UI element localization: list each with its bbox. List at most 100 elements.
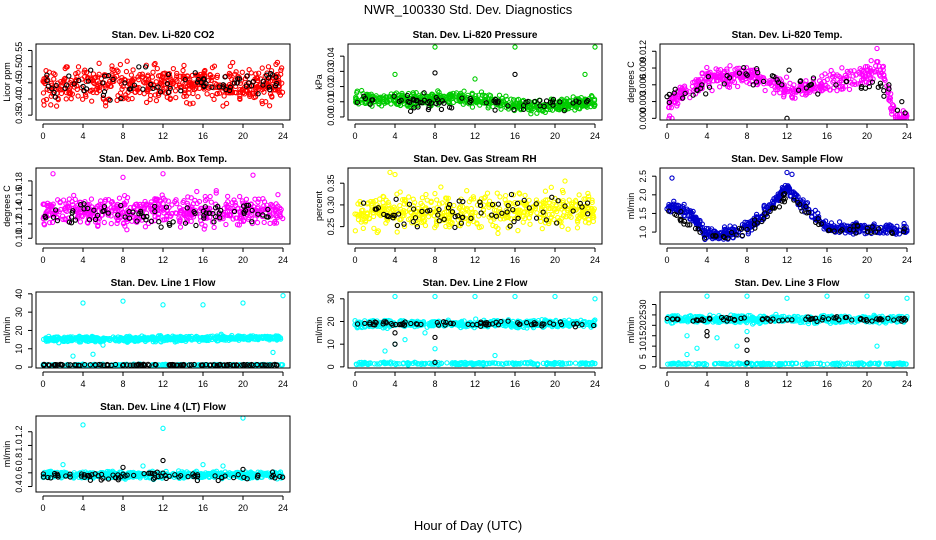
data-point	[685, 222, 691, 228]
data-point	[503, 93, 509, 99]
data-point	[381, 205, 387, 211]
data-point	[216, 84, 222, 90]
data-point	[239, 198, 245, 204]
x-tick-label: 24	[902, 255, 912, 265]
data-point	[134, 85, 140, 92]
data-point	[867, 75, 874, 81]
data-point	[159, 74, 166, 80]
data-point	[411, 105, 417, 111]
data-point	[164, 212, 170, 219]
data-point	[203, 336, 210, 342]
data-point	[423, 191, 429, 198]
data-point	[436, 206, 442, 213]
data-point	[869, 79, 876, 85]
data-point	[478, 210, 484, 216]
figure-x-axis-label: Hour of Day (UTC)	[414, 518, 522, 533]
data-point	[181, 93, 187, 100]
data-point	[114, 220, 120, 227]
data-point	[877, 80, 884, 86]
x-tick-label: 16	[822, 131, 832, 141]
data-point	[269, 202, 275, 208]
y-tick-label: 0.003	[638, 90, 648, 113]
data-point	[170, 66, 177, 72]
x-tick-label: 16	[510, 255, 520, 265]
data-point	[855, 81, 861, 87]
data-point	[195, 76, 201, 83]
data-point	[358, 210, 365, 217]
data-point	[520, 213, 526, 220]
data-point	[797, 78, 804, 84]
data-point	[502, 192, 509, 199]
y-axis-label: ml/min	[314, 317, 324, 344]
data-point	[710, 233, 716, 239]
data-point	[207, 362, 213, 368]
data-point	[160, 302, 166, 308]
data-point	[167, 213, 173, 219]
data-point	[235, 73, 241, 80]
data-point	[436, 201, 443, 207]
data-point	[779, 82, 785, 88]
y-tick-label: 0.25	[326, 218, 336, 236]
data-point	[213, 336, 219, 343]
data-point	[427, 207, 433, 213]
data-point	[671, 204, 677, 210]
data-point	[232, 200, 238, 206]
data-point	[355, 201, 361, 207]
data-point	[81, 201, 87, 207]
data-point	[727, 63, 733, 69]
data-point	[164, 81, 171, 87]
data-point	[211, 219, 217, 225]
data-point	[563, 102, 569, 109]
data-point	[867, 68, 873, 74]
data-point	[111, 67, 117, 74]
data-point	[160, 207, 166, 213]
data-point	[196, 85, 203, 91]
data-point	[678, 216, 684, 223]
data-point	[771, 73, 777, 80]
series-2	[44, 64, 280, 103]
data-point	[134, 218, 140, 224]
data-point	[705, 74, 712, 80]
data-point	[687, 222, 693, 228]
data-point	[152, 60, 158, 67]
data-point	[234, 206, 241, 212]
data-point	[890, 103, 897, 109]
data-point	[510, 101, 516, 107]
data-point	[203, 80, 209, 87]
data-point	[173, 362, 179, 368]
data-point	[237, 89, 244, 95]
data-point	[122, 223, 128, 229]
x-tick-label: 4	[80, 379, 85, 389]
data-point	[191, 361, 197, 368]
data-point	[186, 90, 192, 96]
data-point	[155, 211, 162, 217]
data-point	[592, 44, 598, 50]
data-point	[145, 72, 151, 78]
series-3	[41, 361, 280, 368]
data-point	[172, 198, 178, 205]
series-2	[354, 70, 591, 114]
data-point	[671, 198, 677, 204]
data-point	[566, 213, 572, 219]
data-point	[265, 206, 271, 213]
y-axis-label: degrees C	[2, 185, 12, 227]
data-point	[406, 194, 412, 200]
data-point	[528, 111, 534, 117]
data-point	[360, 225, 366, 231]
data-point	[543, 98, 550, 104]
data-point	[514, 200, 521, 206]
data-point	[105, 362, 111, 368]
data-point	[160, 195, 166, 201]
data-point	[392, 71, 398, 78]
data-point	[574, 217, 581, 224]
data-point	[253, 84, 260, 91]
data-point	[493, 213, 499, 219]
y-tick-label: 0	[14, 365, 24, 370]
data-point	[153, 79, 159, 85]
data-point	[163, 204, 170, 210]
data-point	[273, 78, 279, 84]
data-point	[143, 217, 149, 223]
data-point	[585, 193, 592, 199]
data-point	[772, 84, 778, 90]
